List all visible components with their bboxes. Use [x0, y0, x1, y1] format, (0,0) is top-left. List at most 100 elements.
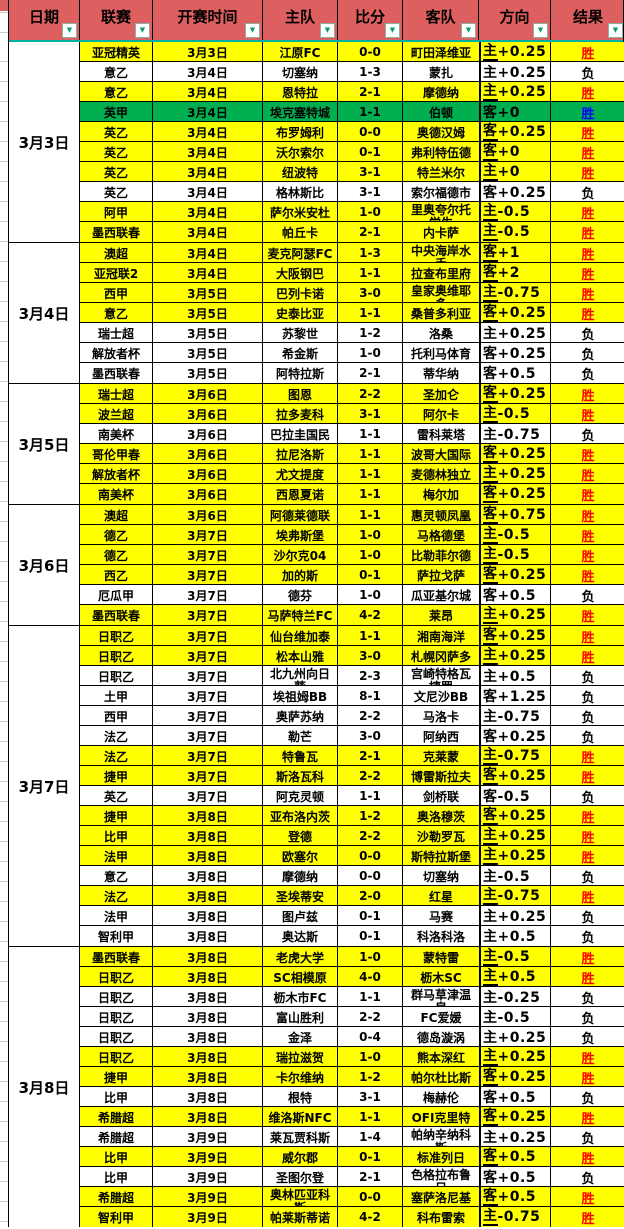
- kickoff-time-cell[interactable]: 3月8日: [153, 987, 263, 1007]
- result-cell[interactable]: 负: [581, 1011, 595, 1027]
- kickoff-time-cell[interactable]: 3月9日: [153, 1167, 263, 1187]
- home-team-cell[interactable]: 埃克塞特城: [263, 102, 338, 122]
- home-team-cell[interactable]: 拉多麦科: [263, 404, 338, 424]
- home-team-cell[interactable]: 勒芒: [263, 726, 338, 746]
- home-team-cell[interactable]: 沙尔克04: [263, 545, 338, 565]
- kickoff-time-cell[interactable]: 3月8日: [153, 846, 263, 866]
- kickoff-time-cell[interactable]: 3月9日: [153, 1187, 263, 1207]
- kickoff-time-cell[interactable]: 3月3日: [153, 42, 263, 62]
- direction-cell[interactable]: 主-0.5: [479, 404, 551, 424]
- direction-cell[interactable]: 主-0.5: [479, 525, 551, 545]
- kickoff-time-cell[interactable]: 3月8日: [153, 1107, 263, 1127]
- away-team-cell[interactable]: OFI克里特: [411, 1110, 471, 1125]
- result-cell[interactable]: 负: [581, 1031, 595, 1047]
- league-cell[interactable]: 日职乙: [80, 1007, 153, 1027]
- score-cell[interactable]: 3-0: [338, 283, 403, 303]
- result-cell[interactable]: 负: [581, 327, 595, 343]
- score-cell[interactable]: 2-1: [338, 363, 403, 383]
- result-cell[interactable]: 胜: [581, 408, 595, 424]
- away-team-cell[interactable]: 惠灵顿凤凰: [410, 508, 471, 523]
- direction-cell[interactable]: 主-0.75: [479, 746, 551, 766]
- direction-cell[interactable]: 客+0.5: [479, 1187, 551, 1207]
- result-cell[interactable]: 胜: [581, 146, 595, 162]
- result-cell[interactable]: 胜: [581, 630, 595, 646]
- result-cell[interactable]: 胜: [581, 267, 595, 283]
- result-cell[interactable]: 胜: [581, 247, 595, 263]
- score-cell[interactable]: 1-4: [338, 1127, 403, 1147]
- result-cell[interactable]: 胜: [581, 287, 595, 303]
- direction-cell[interactable]: 主-0.25: [479, 987, 551, 1007]
- filter-button-home-team[interactable]: ▼: [320, 23, 335, 38]
- home-team-cell[interactable]: 欧塞尔: [263, 846, 338, 866]
- home-team-cell[interactable]: 枥木市FC: [263, 987, 338, 1007]
- kickoff-time-cell[interactable]: 3月9日: [153, 1207, 263, 1227]
- result-cell[interactable]: 胜: [581, 1211, 595, 1227]
- home-team-cell[interactable]: 维洛斯NFC: [263, 1107, 338, 1127]
- direction-cell[interactable]: 主-0.75: [479, 886, 551, 906]
- kickoff-time-cell[interactable]: 3月4日: [153, 182, 263, 202]
- result-cell[interactable]: 胜: [581, 226, 595, 242]
- direction-cell[interactable]: 主+0.25: [479, 906, 551, 926]
- kickoff-time-cell[interactable]: 3月8日: [153, 826, 263, 846]
- header-cell-home-team[interactable]: 主队 ▼: [263, 0, 338, 40]
- kickoff-time-cell[interactable]: 3月8日: [153, 926, 263, 946]
- league-cell[interactable]: 法乙: [80, 726, 153, 746]
- away-team-cell[interactable]: 沙勒罗瓦: [416, 829, 465, 844]
- home-team-cell[interactable]: 萨尔米安杜: [263, 202, 338, 222]
- direction-cell[interactable]: 客+0.5: [479, 1167, 551, 1187]
- away-team-cell[interactable]: 中央海岸水手: [410, 244, 471, 264]
- result-cell[interactable]: 胜: [581, 971, 595, 987]
- score-cell[interactable]: 0-0: [338, 1187, 403, 1207]
- away-team-cell[interactable]: 宫崎特格瓦捷罗: [410, 667, 471, 687]
- score-cell[interactable]: 0-0: [338, 122, 403, 142]
- result-cell[interactable]: 负: [581, 930, 595, 946]
- score-cell[interactable]: 1-1: [338, 987, 403, 1007]
- away-team-cell[interactable]: 红星: [428, 889, 453, 904]
- kickoff-time-cell[interactable]: 3月8日: [153, 1027, 263, 1047]
- league-cell[interactable]: 捷甲: [80, 1067, 153, 1087]
- league-cell[interactable]: 阿甲: [80, 202, 153, 222]
- away-team-cell[interactable]: 莱昂: [428, 608, 453, 623]
- league-cell[interactable]: 西乙: [80, 565, 153, 585]
- score-cell[interactable]: 2-3: [338, 666, 403, 686]
- score-cell[interactable]: 2-2: [338, 826, 403, 846]
- result-cell[interactable]: 胜: [581, 890, 595, 906]
- direction-cell[interactable]: 主+0.25: [479, 82, 551, 102]
- direction-cell[interactable]: 客+0.25: [479, 1067, 551, 1087]
- result-cell[interactable]: 胜: [581, 448, 595, 464]
- result-cell[interactable]: 胜: [581, 46, 595, 62]
- league-cell[interactable]: 法乙: [80, 886, 153, 906]
- away-team-cell[interactable]: 蒙特雷: [422, 950, 459, 965]
- header-cell-direction[interactable]: 方向 ▼: [479, 0, 551, 40]
- league-cell[interactable]: 日职乙: [80, 987, 153, 1007]
- away-team-cell[interactable]: 帕纳辛纳科斯: [410, 1128, 471, 1148]
- header-cell-date[interactable]: 日期 ▼: [9, 0, 80, 40]
- direction-cell[interactable]: 主+0.5: [479, 926, 551, 946]
- kickoff-time-cell[interactable]: 3月4日: [153, 82, 263, 102]
- score-cell[interactable]: 1-2: [338, 806, 403, 826]
- home-team-cell[interactable]: 松本山雅: [263, 646, 338, 666]
- home-team-cell[interactable]: 摩德纳: [263, 866, 338, 886]
- league-cell[interactable]: 西甲: [80, 706, 153, 726]
- league-cell[interactable]: 比甲: [80, 826, 153, 846]
- league-cell[interactable]: 墨西联春: [80, 605, 153, 625]
- score-cell[interactable]: 0-0: [338, 42, 403, 62]
- home-team-cell[interactable]: 圣埃蒂安: [263, 886, 338, 906]
- away-team-cell[interactable]: 圣加仑: [422, 387, 459, 402]
- direction-cell[interactable]: 主+0.5: [479, 666, 551, 686]
- away-team-cell[interactable]: 熊本深红: [416, 1050, 465, 1065]
- direction-cell[interactable]: 主-0.5: [479, 202, 551, 222]
- score-cell[interactable]: 2-2: [338, 766, 403, 786]
- direction-cell[interactable]: 客 +0.75: [479, 505, 551, 525]
- away-team-cell[interactable]: 阿尔卡: [422, 407, 459, 422]
- kickoff-time-cell[interactable]: 3月8日: [153, 1067, 263, 1087]
- away-team-cell[interactable]: 伯顿: [428, 105, 453, 120]
- away-team-cell[interactable]: 群马草津温泉: [410, 988, 471, 1008]
- score-cell[interactable]: 1-2: [338, 1067, 403, 1087]
- league-cell[interactable]: 意乙: [80, 82, 153, 102]
- direction-cell[interactable]: 主+0.25: [479, 42, 551, 62]
- away-team-cell[interactable]: 麦德林独立: [410, 467, 471, 482]
- home-team-cell[interactable]: 恩特拉: [263, 82, 338, 102]
- kickoff-time-cell[interactable]: 3月4日: [153, 243, 263, 263]
- league-cell[interactable]: 比甲: [80, 1147, 153, 1167]
